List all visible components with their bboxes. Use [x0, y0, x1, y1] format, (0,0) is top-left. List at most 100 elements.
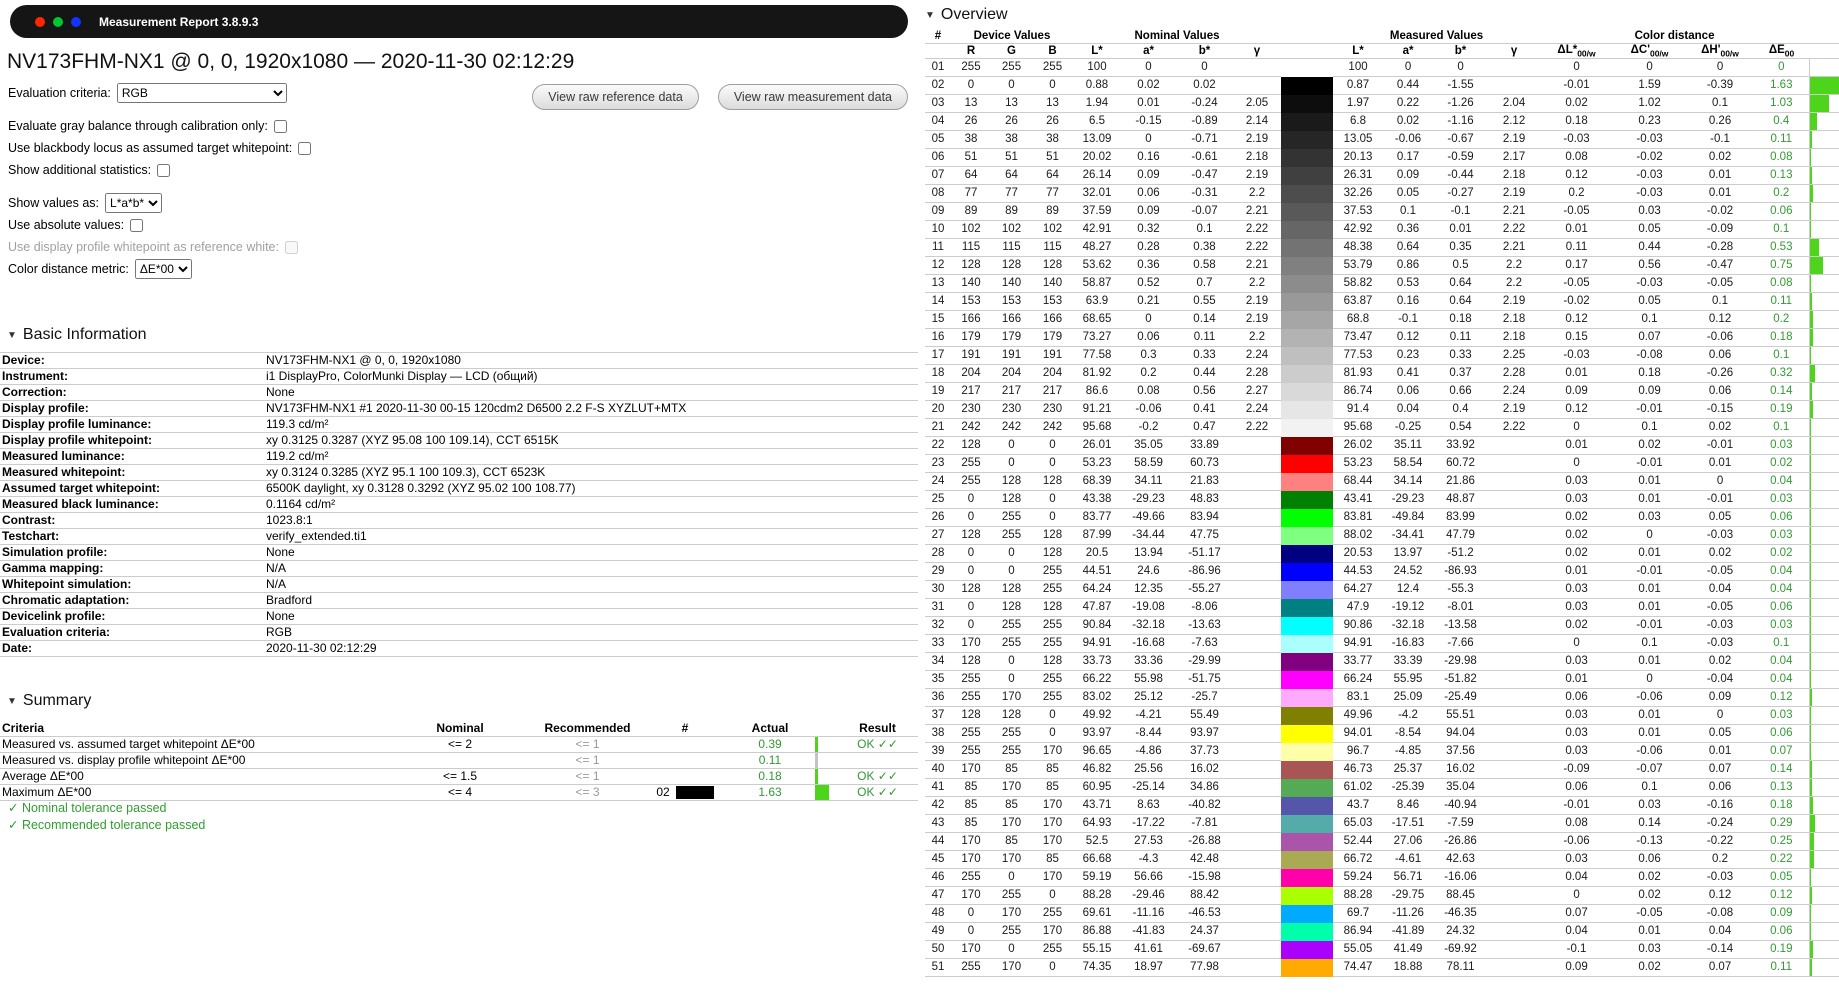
table-row: 48 0 170 255 69.61 -11.16 -46.53 69.7 -11.26 -46.…	[925, 904, 1839, 924]
delta-C-value: -0.03	[1613, 166, 1687, 186]
summary-header-bar	[815, 720, 837, 737]
delta-C-value: 0.18	[1613, 364, 1687, 384]
delta-H-value: 0.02	[1686, 652, 1755, 672]
color-patch	[1281, 760, 1334, 779]
device-r: 255	[951, 958, 991, 978]
nominal-b: 60.73	[1176, 454, 1233, 474]
show-values-as-select[interactable]: L*a*b*	[105, 193, 163, 213]
measured-a: 0.06	[1383, 382, 1434, 402]
nominal-gamma	[1233, 76, 1282, 96]
measured-b: 83.99	[1433, 508, 1489, 528]
nominal-a: 0.09	[1121, 166, 1176, 186]
nominal-L: 66.22	[1073, 670, 1121, 690]
summary-tbody: Measured vs. assumed target whitepoint Δ…	[0, 736, 918, 801]
device-b: 170	[1032, 832, 1073, 852]
measured-a: 0.09	[1383, 166, 1434, 186]
measured-b: 0.37	[1433, 364, 1489, 384]
device-r: 255	[951, 670, 991, 690]
device-b: 170	[1032, 796, 1073, 816]
delta-e-bar	[1809, 887, 1812, 905]
color-distance-metric-select[interactable]: ΔE*00	[134, 259, 192, 279]
row-num: 25	[925, 490, 951, 510]
device-r: 85	[951, 778, 991, 798]
row-num: 32	[925, 616, 951, 636]
delta-e-bar	[1809, 851, 1814, 869]
table-row: 07 64 64 64 26.14 0.09 -0.47 2.19 26.31 0.09 -0.44…	[925, 166, 1839, 186]
info-label: Display profile:	[0, 400, 264, 417]
result-bar	[815, 785, 829, 800]
summary-header-result: Result	[837, 720, 918, 737]
delta-e-bar	[1809, 437, 1812, 455]
delta-C-value: 0.01	[1613, 724, 1687, 744]
nominal-a: -25.14	[1121, 778, 1176, 798]
delta-L-value: -0.03	[1540, 130, 1614, 150]
measured-gamma	[1488, 58, 1541, 78]
color-patch	[1281, 796, 1334, 815]
absolute-values-checkbox[interactable]	[130, 218, 144, 232]
delta-C-value: 0.09	[1613, 382, 1687, 402]
nominal-gamma: 2.14	[1233, 112, 1282, 132]
device-b: 128	[1032, 544, 1073, 564]
evaluation-criteria-select[interactable]: RGB	[116, 83, 287, 103]
delta-e-bar-cell	[1808, 58, 1839, 78]
nominal-b: 0.55	[1176, 292, 1233, 312]
delta-E-value: 0.2	[1754, 184, 1810, 204]
gray-balance-checkbox[interactable]	[273, 119, 287, 133]
device-g: 85	[991, 832, 1032, 852]
color-patch	[1281, 436, 1334, 455]
device-r: 89	[951, 202, 991, 222]
delta-C-value: -0.03	[1613, 130, 1687, 150]
delta-E-value: 1.63	[1754, 76, 1810, 96]
info-row: Gamma mapping: N/A	[0, 560, 918, 577]
device-r: 170	[951, 832, 991, 852]
nominal-L: 64.24	[1073, 580, 1121, 600]
measured-gamma	[1488, 958, 1541, 978]
measured-L: 46.73	[1333, 760, 1384, 780]
measured-a: 35.11	[1383, 436, 1434, 456]
device-b: 64	[1032, 166, 1073, 186]
color-patch	[1281, 94, 1334, 113]
measured-gamma	[1488, 886, 1541, 906]
delta-H-value: 0.07	[1686, 760, 1755, 780]
delta-e-bar	[1809, 545, 1812, 563]
color-patch	[1281, 652, 1334, 671]
delta-H-value: 0.01	[1686, 742, 1755, 762]
measured-L: 88.28	[1333, 886, 1384, 906]
blackbody-locus-checkbox[interactable]	[298, 141, 312, 155]
nominal-b: 0.56	[1176, 382, 1233, 402]
delta-L-value: 0.08	[1540, 148, 1614, 168]
basic-information-section-title[interactable]: ▼ Basic Information	[7, 326, 147, 343]
view-raw-measurement-data-button[interactable]: View raw measurement data	[717, 84, 908, 110]
nominal-a: 33.36	[1121, 652, 1176, 672]
device-g: 0	[991, 436, 1032, 456]
additional-statistics-checkbox[interactable]	[157, 163, 171, 177]
nominal-L: 86.6	[1073, 382, 1121, 402]
window-dot-green-icon[interactable]	[53, 16, 63, 27]
summary-section-title[interactable]: ▼ Summary	[7, 692, 92, 709]
nominal-gamma	[1233, 472, 1282, 492]
device-b: 255	[1032, 904, 1073, 924]
window-dot-blue-icon[interactable]	[71, 16, 81, 27]
measured-b: 35.04	[1433, 778, 1489, 798]
summary-recommended: <= 3	[530, 784, 645, 801]
delta-e-bar	[1809, 239, 1820, 257]
info-value: N/A	[264, 560, 918, 577]
measured-a: -29.75	[1383, 886, 1434, 906]
table-row: 03 13 13 13 1.94 0.01 -0.24 2.05 1.97 0.22 -1.26 2.…	[925, 94, 1839, 114]
device-g: 255	[991, 886, 1032, 906]
color-patch	[1281, 166, 1334, 185]
delta-E-value: 0.04	[1754, 562, 1810, 582]
delta-C-value: 0.07	[1613, 328, 1687, 348]
nominal-a: 13.94	[1121, 544, 1176, 564]
view-raw-reference-data-button[interactable]: View raw reference data	[532, 84, 699, 110]
measured-b: -25.49	[1433, 688, 1489, 708]
measured-a: 55.95	[1383, 670, 1434, 690]
color-patch	[1281, 112, 1334, 131]
device-g: 128	[991, 598, 1032, 618]
nominal-gamma	[1233, 904, 1282, 924]
delta-E-value: 0.02	[1754, 544, 1810, 564]
delta-L-value: -0.1	[1540, 940, 1614, 960]
delta-C-value: -0.03	[1613, 184, 1687, 204]
overview-section-title[interactable]: ▼ Overview	[925, 6, 1008, 23]
window-dot-red-icon[interactable]	[35, 16, 45, 27]
